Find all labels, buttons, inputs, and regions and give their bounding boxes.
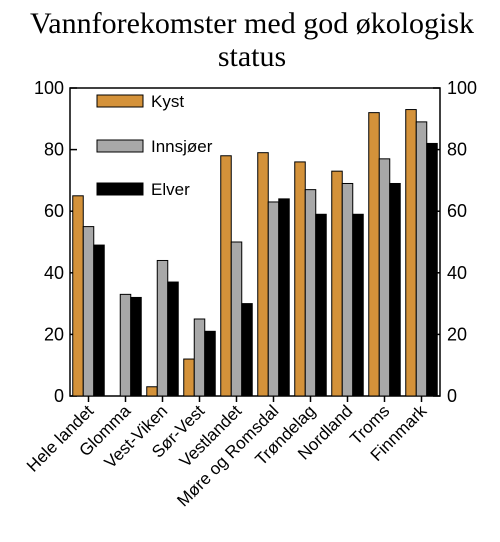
chart-title-line-1: Vannforekomster med god økologisk (30, 7, 474, 40)
bar-kyst (257, 152, 269, 397)
bar-kyst (146, 386, 158, 397)
legend: Kyst Innsjøer Elver (96, 92, 213, 199)
bar-innsjøer (193, 318, 206, 397)
bar-kyst (72, 195, 84, 397)
bar-kyst (368, 112, 380, 397)
bar-elver (426, 142, 438, 397)
y-tick-label-left: 60 (44, 201, 64, 221)
bar-elver (241, 303, 253, 397)
y-tick-label-right: 20 (447, 324, 467, 344)
bar-kyst (331, 170, 343, 397)
bar-elver (278, 198, 290, 397)
bar-kyst (405, 109, 417, 397)
legend-swatch-kyst (96, 94, 144, 108)
bar-innsjøer (304, 189, 317, 397)
legend-label-kyst: Kyst (151, 92, 184, 111)
bar-elver (167, 281, 179, 397)
bar-kyst (183, 358, 195, 397)
y-tick-label-left: 80 (44, 140, 64, 160)
bar-elver (315, 213, 327, 397)
bar-innsjøer (267, 201, 280, 397)
legend-swatch-innsjøer (96, 139, 144, 153)
y-tick-label-left: 20 (44, 324, 64, 344)
y-tick-label-right: 100 (447, 78, 477, 98)
bars (72, 109, 438, 397)
bar-kyst (220, 155, 232, 397)
chart-title-line-2: status (218, 40, 286, 73)
bar-elver (130, 296, 142, 397)
bar-elver (204, 330, 216, 397)
legend-label-elver: Elver (151, 180, 190, 199)
y-tick-label-right: 0 (447, 386, 457, 406)
bar-elver (389, 182, 401, 397)
y-tick-label-right: 80 (447, 140, 467, 160)
bar-kyst (294, 161, 306, 397)
axes: 0 0 20 20 40 40 60 60 80 80 100 100 (34, 78, 477, 406)
bar-innsjøer (230, 241, 243, 397)
bar-innsjøer (415, 121, 428, 397)
x-axis-labels: Hele landetGlommaVest-VikenSør-VestVestl… (23, 401, 431, 510)
y-tick-label-left: 0 (54, 386, 64, 406)
y-tick-label-left: 40 (44, 263, 64, 283)
plot-frame (69, 87, 441, 397)
y-tick-label-right: 60 (447, 201, 467, 221)
y-tick-label-left: 100 (34, 78, 64, 98)
bar-innsjøer (119, 293, 132, 397)
bar-innsjøer (341, 182, 354, 397)
bar-elver (93, 244, 105, 397)
y-tick-label-right: 40 (447, 263, 467, 283)
legend-swatch-elver (96, 182, 144, 196)
bar-elver (352, 213, 364, 397)
bar-innsjøer (82, 226, 95, 397)
bar-innsjøer (378, 158, 391, 397)
legend-label-innsjøer: Innsjøer (151, 137, 213, 156)
bar-innsjøer (156, 259, 169, 397)
